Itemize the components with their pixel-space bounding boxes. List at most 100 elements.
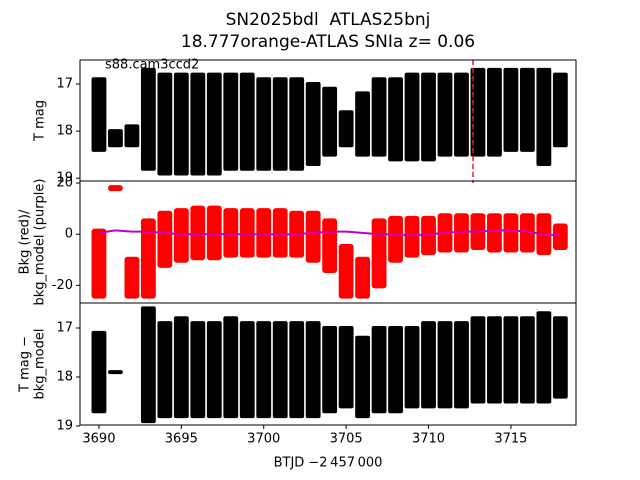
data-band — [108, 129, 123, 148]
chart-title: SN2025bdl ATLAS25bnj — [226, 10, 431, 30]
data-band — [487, 213, 502, 253]
data-band — [256, 77, 272, 171]
data-band — [190, 72, 206, 176]
data-band — [289, 77, 305, 171]
data-band — [190, 205, 206, 261]
data-band — [487, 316, 502, 404]
data-band — [454, 72, 469, 157]
x-tick-label: 3700 — [247, 432, 280, 447]
data-band — [421, 72, 436, 162]
data-band — [223, 72, 239, 171]
data-band — [371, 325, 387, 414]
data-band — [140, 67, 156, 171]
data-band — [388, 215, 403, 263]
data-band — [503, 67, 519, 152]
data-band — [404, 215, 420, 258]
data-band — [190, 321, 206, 419]
data-band — [173, 208, 189, 263]
y-tick-label: 18 — [56, 369, 73, 384]
data-band — [173, 72, 189, 176]
y-tick-label: 0 — [65, 227, 73, 242]
data-band — [487, 67, 502, 157]
data-band — [206, 321, 222, 419]
data-band — [206, 72, 222, 176]
data-band — [437, 72, 453, 157]
data-band — [157, 321, 173, 419]
data-band — [108, 370, 123, 375]
data-band — [322, 86, 338, 157]
data-band — [552, 223, 568, 250]
data-band — [140, 218, 156, 299]
data-band — [536, 67, 552, 167]
data-band — [371, 77, 387, 157]
y-tick-label: 19 — [56, 171, 73, 186]
data-band — [437, 321, 453, 409]
x-tick-label: 3705 — [330, 432, 363, 447]
x-axis-label: BTJD −2 457 000 — [274, 456, 383, 471]
data-band — [305, 321, 321, 419]
y-tick-label: 19 — [56, 418, 73, 433]
y-tick-label: -20 — [52, 278, 73, 293]
data-band — [91, 330, 107, 414]
y-tick-label: 17 — [56, 77, 73, 92]
data-band — [140, 306, 156, 424]
data-band — [338, 243, 354, 299]
data-band — [421, 215, 436, 256]
model-line — [98, 229, 561, 237]
data-band — [371, 218, 387, 289]
x-tick-label: 3695 — [165, 432, 198, 447]
data-band — [124, 256, 140, 299]
data-band — [256, 321, 272, 419]
x-tick-label: 3690 — [82, 432, 115, 447]
data-band — [91, 77, 107, 152]
data-band — [338, 325, 354, 409]
y-axis-label: T mag — [33, 100, 48, 142]
data-band — [355, 256, 371, 299]
data-band — [404, 72, 420, 162]
data-band — [239, 72, 255, 171]
axes-frame — [79, 302, 577, 426]
data-band — [289, 321, 305, 419]
data-band — [272, 77, 288, 171]
y-axis-label: bkg_model (purple) — [33, 179, 48, 306]
data-band — [552, 72, 568, 148]
y-tick-label: 18 — [56, 124, 73, 139]
data-band — [108, 185, 123, 192]
data-band — [223, 316, 239, 419]
data-band — [338, 110, 354, 148]
data-band — [124, 124, 140, 148]
data-band — [239, 321, 255, 419]
data-band — [470, 316, 486, 404]
data-band — [388, 325, 403, 414]
data-band — [552, 316, 568, 399]
data-band — [173, 316, 189, 419]
data-band — [305, 210, 321, 263]
data-band — [519, 67, 535, 152]
data-band — [519, 316, 535, 404]
data-band — [239, 208, 255, 258]
data-band — [519, 213, 535, 253]
y-tick-label: 17 — [56, 320, 73, 335]
data-band — [454, 321, 469, 409]
data-band — [355, 91, 371, 157]
data-band — [503, 213, 519, 253]
data-band — [421, 321, 436, 409]
data-band — [503, 316, 519, 404]
data-band — [272, 321, 288, 419]
data-band — [305, 82, 321, 167]
data-band — [272, 208, 288, 258]
data-band — [388, 77, 403, 162]
y-tick-label: 20 — [56, 176, 73, 191]
data-band — [256, 208, 272, 258]
data-band — [206, 205, 222, 261]
y-axis-label: Bkg (red)/ — [18, 209, 33, 274]
data-band — [223, 208, 239, 258]
y-axis-label: bkg_model — [33, 328, 48, 399]
data-band — [536, 311, 552, 404]
x-tick-label: 3715 — [494, 432, 527, 447]
data-band — [91, 228, 107, 299]
data-band — [470, 67, 486, 157]
annotation: s88.cam3ccd2 — [105, 58, 199, 73]
data-band — [322, 218, 338, 274]
